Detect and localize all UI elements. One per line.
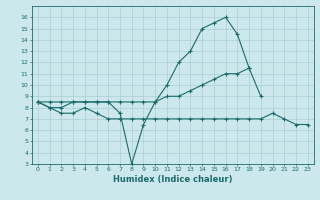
- X-axis label: Humidex (Indice chaleur): Humidex (Indice chaleur): [113, 175, 233, 184]
